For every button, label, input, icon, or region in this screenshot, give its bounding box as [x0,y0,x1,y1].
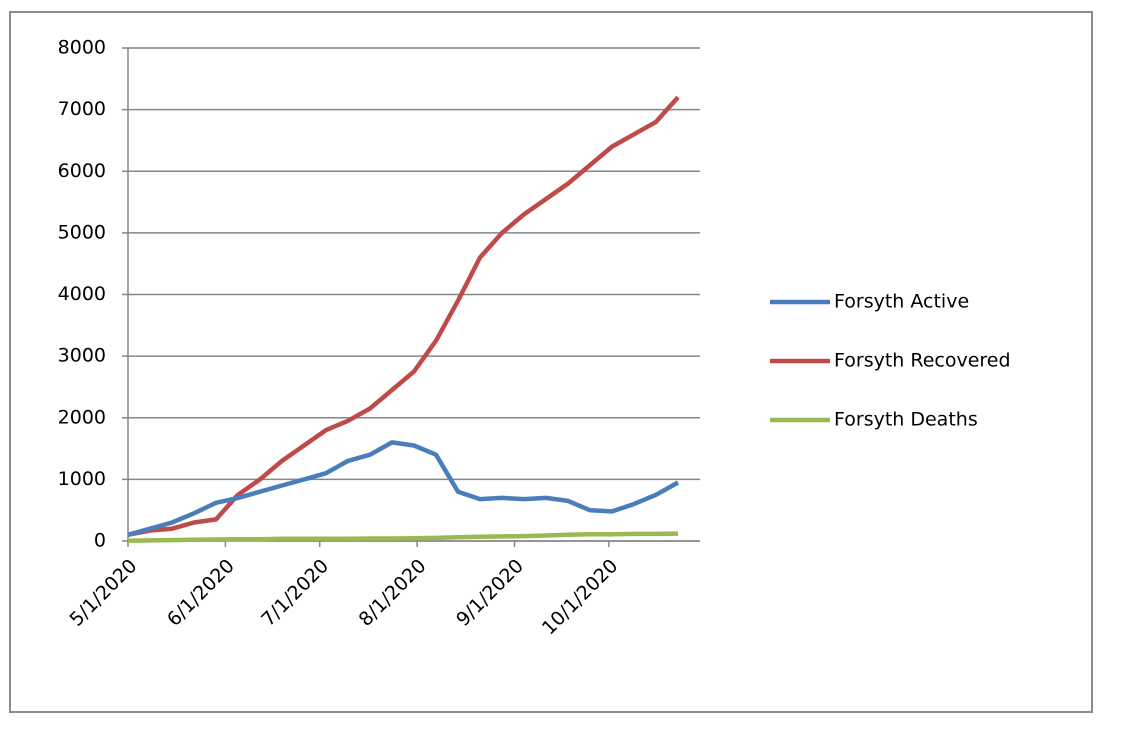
legend-label: Forsyth Active [834,291,969,313]
y-tick-label: 5000 [58,221,106,243]
y-tick-label: 1000 [58,468,106,490]
data-line [127,95,680,538]
y-tick-label: 0 [94,530,106,552]
data-line [127,440,680,537]
chart-frame [9,11,1093,713]
y-tick-label: 2000 [58,406,106,428]
y-tick-label: 3000 [58,345,106,367]
y-tick-label: 7000 [58,98,106,120]
legend-label: Forsyth Recovered [834,350,1011,372]
legend-label: Forsyth Deaths [834,409,978,431]
data-line [127,531,679,543]
y-tick-label: 4000 [58,283,106,305]
y-tick-label: 8000 [58,37,106,59]
y-tick-label: 6000 [58,160,106,182]
